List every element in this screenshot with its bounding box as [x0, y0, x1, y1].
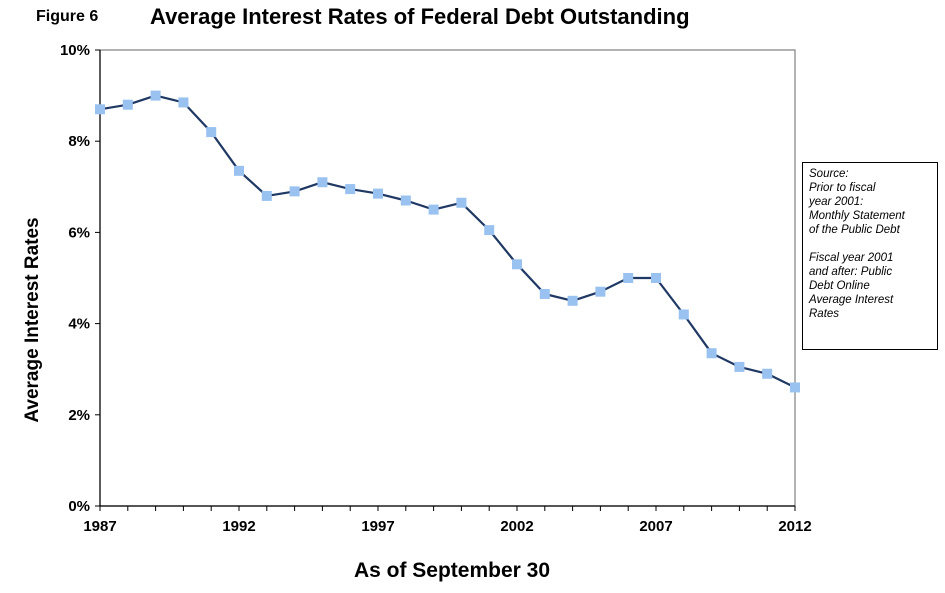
- data-point: [289, 186, 300, 197]
- data-point: [762, 368, 773, 379]
- data-point: [512, 259, 522, 270]
- x-tick-label: 1997: [361, 518, 394, 535]
- y-tick-label: 0%: [68, 498, 90, 515]
- data-point: [623, 273, 634, 283]
- data-point: [345, 184, 356, 195]
- data-point: [373, 188, 383, 199]
- y-tick-label: 6%: [68, 224, 90, 241]
- y-axis-title: Average Interest Rates: [22, 217, 43, 422]
- x-tick-label: 1987: [83, 518, 116, 535]
- data-point: [456, 197, 467, 208]
- data-point: [234, 165, 244, 176]
- chart-axes: [99, 49, 796, 507]
- y-tick-label: 8%: [68, 133, 90, 150]
- chart-series: [95, 90, 800, 393]
- source-note-prior: Source: Prior to fiscal year 2001: Month…: [809, 168, 905, 236]
- data-point: [317, 177, 328, 188]
- data-point: [150, 90, 161, 101]
- x-tick-label: 2012: [778, 518, 811, 535]
- data-point: [206, 127, 217, 138]
- x-tick-label: 2002: [500, 518, 533, 535]
- source-note-box: Source: Prior to fiscal year 2001: Month…: [802, 162, 938, 350]
- y-tick-label: 2%: [68, 407, 90, 424]
- data-point: [790, 382, 800, 393]
- y-tick-label: 10%: [60, 42, 90, 59]
- x-tick-label: 1992: [222, 518, 255, 535]
- x-axis-title: As of September 30: [354, 559, 550, 582]
- y-tick-label: 4%: [68, 316, 90, 333]
- data-point: [122, 99, 133, 110]
- figure-label: Figure 6: [36, 8, 99, 25]
- data-point: [484, 225, 495, 236]
- data-point: [178, 97, 189, 108]
- chart-ticks: 0% 2% 4% 6% 8% 10% 1987 1992 1997 2002 2007 2012: [60, 42, 812, 535]
- plot-frame: [99, 49, 796, 507]
- data-point: [400, 195, 411, 206]
- data-point: [261, 190, 272, 201]
- data-point: [595, 286, 606, 297]
- data-point: [678, 309, 689, 320]
- data-point: [651, 273, 661, 283]
- series-line: [99, 94, 796, 389]
- x-tick-label: 2007: [639, 518, 672, 535]
- data-point: [706, 348, 717, 359]
- data-point: [95, 104, 105, 115]
- data-point: [567, 295, 578, 306]
- source-note-after: Fiscal year 2001 and after: Public Debt …: [809, 252, 894, 320]
- chart-title: Average Interest Rates of Federal Debt O…: [150, 4, 690, 29]
- data-point: [734, 361, 745, 372]
- data-point: [539, 288, 550, 299]
- data-point: [428, 204, 439, 215]
